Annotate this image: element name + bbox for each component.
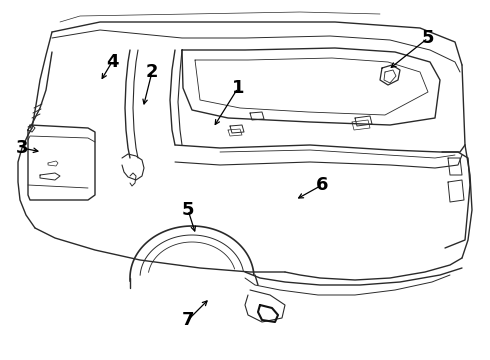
Text: 3: 3	[16, 139, 28, 157]
Text: 5: 5	[182, 201, 194, 219]
Text: 5: 5	[422, 29, 434, 47]
Text: 4: 4	[106, 53, 118, 71]
Text: 2: 2	[146, 63, 158, 81]
Text: 7: 7	[182, 311, 194, 329]
Text: 1: 1	[232, 79, 244, 97]
Text: 6: 6	[316, 176, 328, 194]
